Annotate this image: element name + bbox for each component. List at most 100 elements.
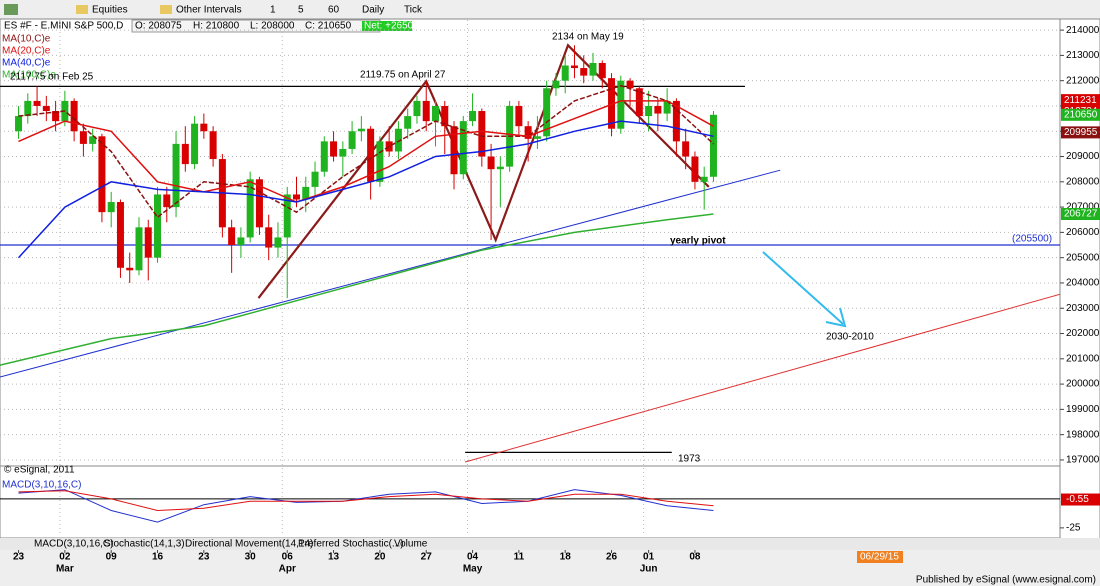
candle-body <box>478 111 486 157</box>
candle-body <box>496 166 504 170</box>
candle-body <box>589 62 597 76</box>
y-tick-label: 206000 <box>1066 227 1100 238</box>
x-tick-label: 04 <box>467 552 479 563</box>
y-tick-label: 214000 <box>1066 25 1100 36</box>
candle-body <box>404 116 412 129</box>
candle-body <box>570 65 578 69</box>
x-tick-label: 11 <box>514 552 525 563</box>
candle-body <box>376 141 384 182</box>
annotation: 2117.75 on Feb 25 <box>10 72 94 83</box>
tab[interactable]: Directional Movement(14,14) <box>185 539 313 550</box>
candle-body <box>154 194 162 258</box>
icon <box>160 5 172 14</box>
toolbar-item[interactable]: Daily <box>362 5 384 16</box>
candle-body <box>580 68 588 76</box>
y-tick-label: 209000 <box>1066 151 1100 162</box>
candle-body <box>422 100 430 122</box>
candle-body <box>663 100 671 114</box>
candle-body <box>524 126 532 139</box>
toolbar-item[interactable]: 5 <box>298 5 304 16</box>
candle-body <box>126 267 134 271</box>
moving-average <box>18 84 715 219</box>
tab[interactable]: Volume <box>394 539 428 550</box>
candle-body <box>515 105 523 127</box>
candle-body <box>487 156 495 170</box>
month-label: Jun <box>640 564 658 575</box>
y-tick-label: 204000 <box>1066 278 1100 289</box>
candle-body <box>116 202 124 268</box>
date-axis <box>0 550 1100 586</box>
trend-line <box>464 293 1060 463</box>
candle-body <box>265 227 273 248</box>
candle-body <box>42 105 50 112</box>
tab[interactable]: Stochastic(14,1,3) <box>104 539 185 550</box>
annotation: 2134 on May 19 <box>552 32 624 43</box>
toolbar-item[interactable]: 1 <box>270 5 276 16</box>
legend-entry: MA(100,C)e <box>2 70 56 81</box>
trend-line <box>0 169 781 378</box>
toolbar-item[interactable]: Tick <box>404 5 423 16</box>
candle-body <box>311 171 319 187</box>
tab-bar <box>0 538 1100 550</box>
x-tick-label: 01 <box>643 552 655 563</box>
candle-body <box>700 176 708 182</box>
toolbar <box>0 0 1100 19</box>
moving-average <box>18 100 714 203</box>
candle-body <box>89 136 97 144</box>
x-tick-label: 30 <box>245 552 257 563</box>
price-label: 209955 <box>1064 127 1098 138</box>
candle-body <box>357 128 365 132</box>
candle-body <box>200 123 208 132</box>
annotation: 2119.75 on April 27 <box>360 70 446 81</box>
candle-body <box>469 111 477 122</box>
macd-pane <box>0 465 1061 539</box>
x-tick-label: 26 <box>606 552 618 563</box>
pane-title: MACD(3,10,16,C) <box>2 480 81 491</box>
y-tick-label: 198000 <box>1066 429 1100 440</box>
candle-body <box>172 143 180 208</box>
quote: C: 210650 <box>305 21 352 32</box>
candle-body <box>320 141 328 172</box>
candle-body <box>441 105 449 127</box>
legend-entry: MA(40,C)e <box>2 58 51 69</box>
toolbar-item[interactable]: Equities <box>92 5 128 16</box>
candle-body <box>394 128 402 152</box>
candle-body <box>339 148 347 157</box>
candle-body <box>144 227 152 258</box>
candle-body <box>645 105 653 117</box>
annotation: (205500) <box>1012 234 1052 245</box>
legend-entry: MA(10,C)e <box>2 34 51 45</box>
price-label: 211231 <box>1064 95 1097 106</box>
candle-body <box>626 80 634 89</box>
candle-body <box>552 80 560 89</box>
toolbar-item[interactable]: 60 <box>328 5 340 16</box>
candle-body <box>691 156 699 182</box>
moving-average <box>0 213 714 366</box>
tab[interactable]: Preferred Stochastic(...) <box>298 539 404 550</box>
candle-body <box>672 100 680 142</box>
price-label-box <box>1061 208 1100 221</box>
y-tick-label: -25 <box>1066 523 1081 534</box>
candle-body <box>598 62 606 79</box>
macd-label-box <box>1061 493 1100 506</box>
candle-body <box>709 114 717 177</box>
y-tick-label: 213000 <box>1066 50 1100 61</box>
month-label: Mar <box>56 564 74 575</box>
y-tick-label: 202000 <box>1066 328 1100 339</box>
x-tick-label: 08 <box>689 552 701 563</box>
candle-body <box>330 141 338 157</box>
price-label-box <box>1061 108 1100 121</box>
quote: O: 208075 <box>135 21 182 32</box>
toolbar-item[interactable]: Other Intervals <box>176 5 242 16</box>
x-tick-label: 09 <box>106 552 118 563</box>
candle-body <box>33 100 41 106</box>
price-label: 210650 <box>1064 109 1098 120</box>
candle-body <box>450 126 458 175</box>
tab[interactable]: MACD(3,10,16,C) <box>34 539 113 550</box>
x-tick-label: 16 <box>152 552 164 563</box>
footer: Published by eSignal (www.esignal.com) <box>916 575 1096 586</box>
y-tick-label: 201000 <box>1066 353 1100 364</box>
icon <box>76 5 88 14</box>
arrow <box>762 251 847 328</box>
candle-body <box>246 179 254 238</box>
